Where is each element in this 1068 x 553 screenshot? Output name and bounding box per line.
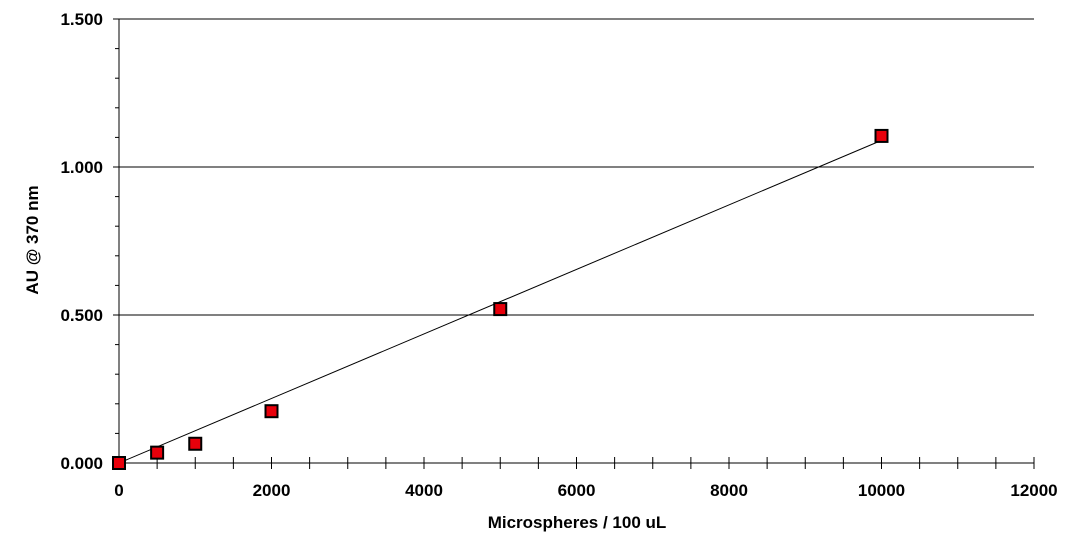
trendline (118, 139, 882, 464)
trendline-layer (118, 139, 882, 464)
x-tick-label: 2000 (253, 481, 291, 500)
data-point (112, 456, 126, 470)
axes (113, 18, 1035, 469)
x-tick-label: 8000 (710, 481, 748, 500)
gridlines (119, 18, 1034, 316)
data-point (493, 302, 508, 317)
y-tick-label: 0.000 (60, 454, 103, 473)
data-points (112, 128, 889, 470)
data-point (264, 404, 279, 419)
y-tick-label: 0.500 (60, 306, 103, 325)
data-point (188, 436, 203, 451)
x-tick-label: 12000 (1010, 481, 1057, 500)
data-point (150, 445, 165, 460)
y-tick-label: 1.500 (60, 10, 103, 29)
data-point (874, 128, 889, 143)
y-axis-title: AU @ 370 nm (23, 185, 42, 294)
x-tick-label: 10000 (858, 481, 905, 500)
x-tick-label: 6000 (558, 481, 596, 500)
x-tick-label: 0 (114, 481, 123, 500)
x-tick-label: 4000 (405, 481, 443, 500)
tick-labels: 0.000 0.500 1.000 1.500 0 2000 4000 6000 8000 100… (60, 10, 1057, 500)
x-axis-title: Microspheres / 100 uL (488, 513, 667, 532)
y-tick-label: 1.000 (60, 158, 103, 177)
